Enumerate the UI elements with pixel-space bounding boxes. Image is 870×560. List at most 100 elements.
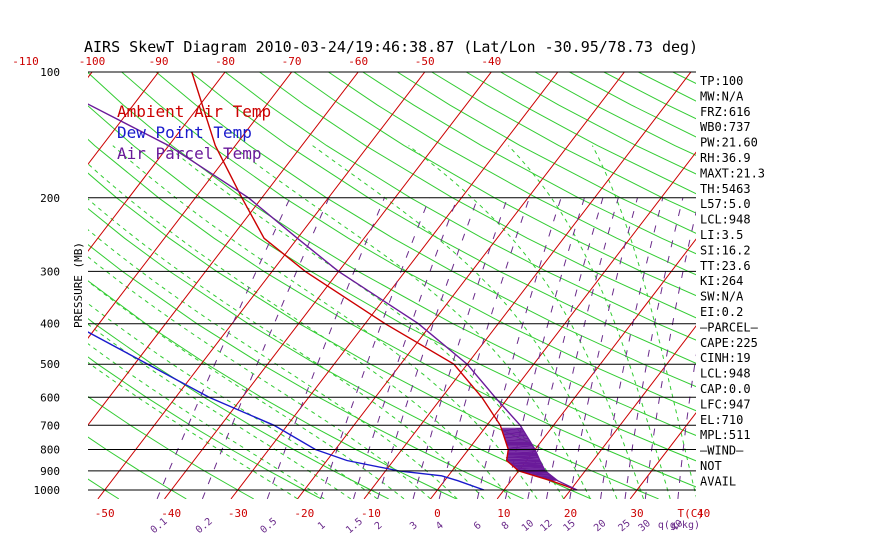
index-line: CINH:19 bbox=[700, 351, 751, 365]
dry-adiabat bbox=[396, 72, 696, 234]
dry-adiabat bbox=[293, 72, 696, 297]
parcel-hatch bbox=[506, 441, 531, 446]
parcel-hatch bbox=[506, 457, 539, 461]
index-line: LFC:947 bbox=[700, 397, 751, 411]
index-line: SI:16.2 bbox=[700, 243, 751, 257]
axis-labels: -120-110-100-90-80-70-60-50-40-50-40-30-… bbox=[12, 55, 710, 536]
parcel-hatch bbox=[540, 474, 551, 479]
index-line: RH:36.9 bbox=[700, 151, 751, 165]
legend-entry: Dew Point Temp bbox=[117, 123, 252, 142]
dry-adiabat bbox=[499, 72, 696, 175]
bottom-temp-tick-label: -30 bbox=[228, 507, 248, 520]
mixing-ratio-label: 2 bbox=[373, 520, 385, 532]
parcel-shading bbox=[501, 427, 558, 481]
top-temp-tick-label: -50 bbox=[415, 55, 435, 68]
mixing-ratio-label: 1 bbox=[316, 520, 328, 532]
isotherm bbox=[88, 72, 226, 252]
mixing-ratio-line bbox=[266, 197, 385, 499]
bottom-temp-tick-label: 40 bbox=[697, 507, 710, 520]
dry-adiabat bbox=[736, 53, 870, 499]
isotherm bbox=[363, 72, 692, 499]
mixing-ratio-label: 25 bbox=[616, 518, 632, 534]
mixing-ratio-label: 15 bbox=[562, 518, 578, 534]
temp-unit-label: T(C) bbox=[678, 507, 705, 520]
pressure-tick-label: 900 bbox=[40, 465, 60, 478]
legend: Ambient Air Temp Dew Point Temp Air Parcel… bbox=[117, 102, 271, 163]
isobars: 100 200 300 400 500 600 700 800 900 1000 bbox=[34, 66, 696, 497]
index-line: MPL:511 bbox=[700, 428, 751, 442]
mixing-ratio-line bbox=[412, 197, 508, 499]
isotherm bbox=[430, 151, 696, 499]
pressure-tick-label: 200 bbox=[40, 192, 60, 205]
dry-adiabat bbox=[534, 72, 696, 156]
isotherms bbox=[0, 53, 696, 499]
index-line: TT:23.6 bbox=[700, 259, 751, 273]
legend-entry: Air Parcel Temp bbox=[117, 144, 262, 163]
index-line: TH:5463 bbox=[700, 182, 751, 196]
isotherm bbox=[563, 325, 696, 499]
index-line: SW:N/A bbox=[700, 290, 744, 304]
dry-adiabat bbox=[88, 356, 322, 499]
series-line bbox=[88, 103, 578, 491]
parcel-hatch bbox=[516, 466, 544, 470]
index-line: EL:710 bbox=[700, 413, 743, 427]
dry-adiabat bbox=[602, 72, 696, 120]
moist-adiabat bbox=[88, 229, 458, 499]
mixing-ratio-line bbox=[377, 197, 479, 499]
index-line: AVAIL bbox=[700, 474, 736, 488]
index-line: EI:0.2 bbox=[700, 305, 743, 319]
index-line: PW:21.60 bbox=[700, 136, 758, 150]
top-temp-tick-label: -90 bbox=[149, 55, 169, 68]
mixing-ratio-line bbox=[546, 197, 619, 499]
isotherm bbox=[297, 72, 626, 499]
dry-adiabat bbox=[671, 72, 696, 84]
dry-adiabat bbox=[568, 72, 696, 138]
pressure-tick-label: 100 bbox=[40, 66, 60, 79]
mixing-ratio-line bbox=[201, 197, 330, 499]
top-temp-tick-label: -80 bbox=[215, 55, 235, 68]
isotherm bbox=[0, 53, 40, 499]
moist-adiabat bbox=[312, 145, 618, 499]
bottom-temp-tick-label: -20 bbox=[294, 507, 314, 520]
parcel-hatch bbox=[507, 451, 537, 455]
pressure-tick-label: 500 bbox=[40, 358, 60, 371]
isotherm bbox=[496, 238, 696, 499]
isotherm bbox=[629, 412, 696, 499]
index-line: LCL:948 bbox=[700, 213, 751, 227]
bottom-temp-tick-label: 30 bbox=[630, 507, 643, 520]
chart-title: AIRS SkewT Diagram 2010-03-24/19:46:38.8… bbox=[84, 38, 698, 56]
mixing-ratio-line bbox=[438, 197, 530, 499]
isotherm bbox=[88, 72, 293, 339]
parcel-hatch bbox=[509, 460, 541, 464]
index-line: CAPE:225 bbox=[700, 336, 758, 350]
dry-adiabat bbox=[88, 396, 254, 499]
isotherm bbox=[88, 72, 160, 166]
mixing-ratio-label: 10 bbox=[520, 518, 536, 534]
index-line: KI:264 bbox=[700, 274, 743, 288]
mixing-ratio-line bbox=[320, 197, 430, 499]
index-line: —PARCEL— bbox=[700, 320, 759, 334]
index-line: L57:5.0 bbox=[700, 197, 751, 211]
top-temp-tick-label: -110 bbox=[12, 55, 39, 68]
index-line: TP:100 bbox=[700, 74, 743, 88]
moist-adiabat bbox=[88, 163, 511, 499]
legend-entry: Ambient Air Temp bbox=[117, 102, 271, 121]
bottom-temp-tick-label: 20 bbox=[564, 507, 577, 520]
pressure-tick-label: 700 bbox=[40, 419, 60, 432]
parcel-hatch bbox=[507, 454, 538, 458]
index-line: LCL:948 bbox=[700, 367, 751, 381]
sounding-series bbox=[88, 72, 578, 491]
pressure-tick-label: 300 bbox=[40, 265, 60, 278]
mixing-ratio-line bbox=[624, 197, 684, 499]
dry-adiabat bbox=[327, 72, 696, 276]
parcel-hatch bbox=[513, 463, 542, 467]
bottom-temp-tick-label: -10 bbox=[361, 507, 381, 520]
isotherm bbox=[88, 72, 359, 426]
pressure-tick-label: 600 bbox=[40, 391, 60, 404]
top-temp-tick-label: -40 bbox=[481, 55, 501, 68]
isotherm bbox=[230, 72, 559, 499]
parcel-hatch bbox=[507, 444, 533, 449]
mixing-ratio-label: 4 bbox=[434, 520, 446, 532]
dry-adiabat bbox=[258, 72, 696, 319]
